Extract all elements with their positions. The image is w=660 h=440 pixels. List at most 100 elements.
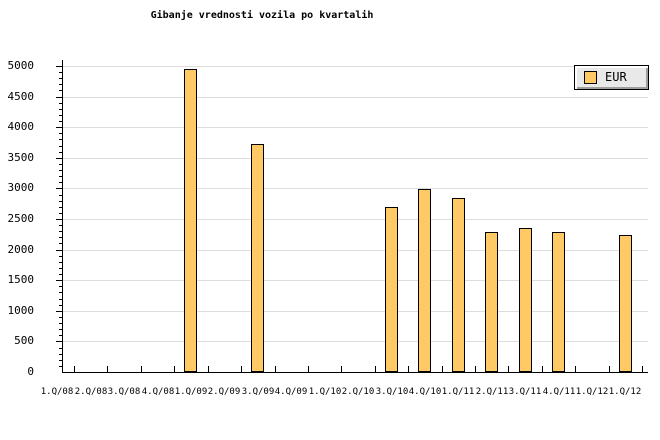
- y-axis-label: 2500: [7, 212, 35, 225]
- y-axis-minor-tick: [59, 262, 62, 263]
- gridline: [63, 127, 648, 128]
- y-axis-label: 4500: [7, 90, 35, 103]
- y-axis-minor-tick: [59, 256, 62, 257]
- x-axis-label: 1.Q/08: [40, 387, 74, 397]
- gridline: [63, 66, 648, 67]
- x-axis-tick: [74, 366, 75, 372]
- y-axis-minor-tick: [59, 176, 62, 177]
- y-axis-major-tick: [56, 311, 62, 312]
- x-axis-label: 4.Q/09: [274, 387, 308, 397]
- y-axis-major-tick: [56, 66, 62, 67]
- y-axis-minor-tick: [59, 292, 62, 293]
- y-axis-label: 3500: [7, 151, 35, 164]
- y-axis-minor-tick: [59, 360, 62, 361]
- y-axis-major-tick: [56, 250, 62, 251]
- y-axis-minor-tick: [59, 366, 62, 367]
- x-axis-tick: [107, 366, 108, 372]
- y-axis-minor-tick: [59, 243, 62, 244]
- y-axis-label: 3000: [7, 181, 35, 194]
- x-axis-label: 4.Q/11: [542, 387, 576, 397]
- y-axis-major-tick: [56, 341, 62, 342]
- y-axis-minor-tick: [59, 299, 62, 300]
- x-axis-label: 1.Q/12: [575, 387, 609, 397]
- y-axis-line: [62, 60, 63, 373]
- gridline: [63, 188, 648, 189]
- x-axis-label: 4.Q/10: [408, 387, 442, 397]
- gridline: [63, 219, 648, 220]
- y-axis-minor-tick: [59, 335, 62, 336]
- y-axis-minor-tick: [59, 90, 62, 91]
- y-axis-minor-tick: [59, 305, 62, 306]
- x-axis-tick: [241, 366, 242, 372]
- legend-series-label: EUR: [605, 70, 627, 84]
- x-axis-label: 3.Q/08: [107, 387, 141, 397]
- y-axis-minor-tick: [59, 103, 62, 104]
- y-axis-minor-tick: [59, 84, 62, 85]
- y-axis-minor-tick: [59, 231, 62, 232]
- gridline: [63, 280, 648, 281]
- chart-title: Gibanje vrednosti vozila po kvartalih: [150, 10, 374, 21]
- y-axis-minor-tick: [59, 274, 62, 275]
- y-axis-minor-tick: [59, 286, 62, 287]
- x-axis-tick: [341, 366, 342, 372]
- y-axis-minor-tick: [59, 348, 62, 349]
- y-axis-major-tick: [56, 127, 62, 128]
- x-axis-tick: [508, 366, 509, 372]
- y-axis-major-tick: [56, 219, 62, 220]
- gridline: [63, 158, 648, 159]
- x-axis-label: 3.Q/09: [241, 387, 275, 397]
- y-axis-major-tick: [56, 158, 62, 159]
- y-axis-minor-tick: [59, 317, 62, 318]
- bar: [485, 232, 498, 372]
- bar: [452, 198, 465, 372]
- gridline: [63, 341, 648, 342]
- x-axis-label: 1.Q/09: [174, 387, 208, 397]
- y-axis-minor-tick: [59, 139, 62, 140]
- y-axis-minor-tick: [59, 225, 62, 226]
- y-axis-label: 2000: [7, 243, 35, 256]
- y-axis-minor-tick: [59, 329, 62, 330]
- y-axis-minor-tick: [59, 170, 62, 171]
- x-axis-label: 1.Q/11: [441, 387, 475, 397]
- y-axis-minor-tick: [59, 164, 62, 165]
- y-axis-minor-tick: [59, 72, 62, 73]
- x-axis-label: 3.Q/10: [375, 387, 409, 397]
- y-axis-major-tick: [56, 188, 62, 189]
- bar: [184, 69, 197, 372]
- x-axis-tick: [174, 366, 175, 372]
- x-axis-tick: [542, 366, 543, 372]
- bar: [385, 207, 398, 372]
- y-axis-label: 500: [14, 334, 34, 347]
- y-axis-minor-tick: [59, 133, 62, 134]
- legend-series-swatch-icon: [584, 71, 597, 84]
- y-axis-minor-tick: [59, 201, 62, 202]
- y-axis-major-tick: [56, 97, 62, 98]
- y-axis-minor-tick: [59, 146, 62, 147]
- x-axis-tick: [642, 366, 643, 372]
- y-axis-minor-tick: [59, 152, 62, 153]
- y-axis-label: 1000: [7, 304, 35, 317]
- y-axis-minor-tick: [59, 195, 62, 196]
- y-axis-label: 4000: [7, 120, 35, 133]
- y-axis-minor-tick: [59, 109, 62, 110]
- x-axis-label: 3.Q/11: [508, 387, 542, 397]
- x-axis-tick: [375, 366, 376, 372]
- x-axis-tick: [308, 366, 309, 372]
- gridline: [63, 311, 648, 312]
- gridline: [63, 250, 648, 251]
- x-axis-line: [62, 372, 648, 373]
- x-axis-tick: [141, 366, 142, 372]
- bar: [619, 235, 632, 372]
- y-axis-label: 5000: [7, 59, 35, 72]
- y-axis-minor-tick: [59, 207, 62, 208]
- y-axis-minor-tick: [59, 115, 62, 116]
- x-axis-label: 2.Q/10: [341, 387, 375, 397]
- x-axis-label: 1.Q/10: [308, 387, 342, 397]
- y-axis-minor-tick: [59, 354, 62, 355]
- y-axis-minor-tick: [59, 237, 62, 238]
- y-axis-label: 1500: [7, 273, 35, 286]
- bar: [519, 228, 532, 372]
- x-axis-tick: [275, 366, 276, 372]
- bar: [552, 232, 565, 372]
